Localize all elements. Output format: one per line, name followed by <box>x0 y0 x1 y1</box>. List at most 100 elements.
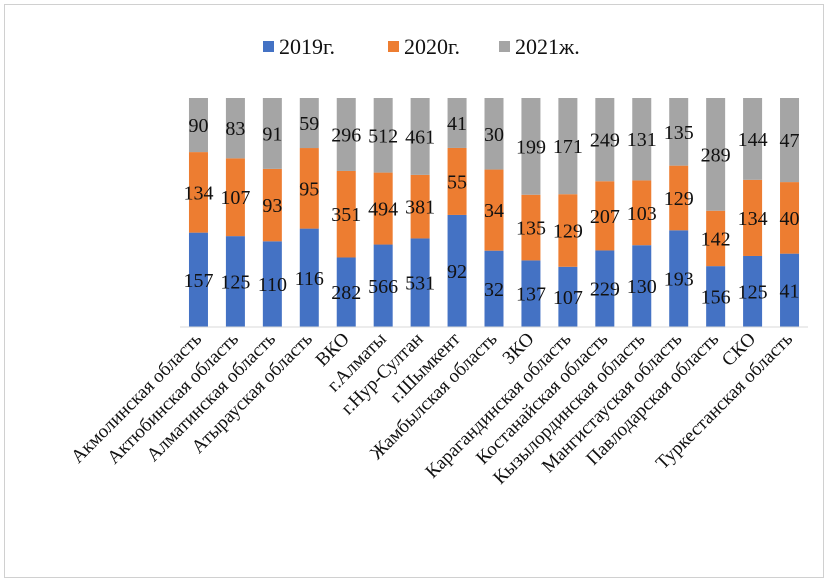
bar-segment <box>225 158 245 237</box>
data-label: 494 <box>368 199 398 221</box>
data-label: 125 <box>738 281 768 303</box>
data-label: 461 <box>405 126 435 148</box>
data-label: 207 <box>590 206 620 228</box>
bar-segment <box>558 194 578 267</box>
bar-segment <box>373 244 393 327</box>
bar-segment <box>336 98 356 171</box>
legend-swatch <box>263 41 274 52</box>
bar-segment <box>484 98 504 170</box>
bar-segment <box>262 168 282 242</box>
data-label: 351 <box>331 204 361 226</box>
data-label: 157 <box>183 270 213 292</box>
data-label: 289 <box>701 144 731 166</box>
bar-segment <box>262 241 282 327</box>
bar-segment <box>743 179 763 256</box>
data-label: 134 <box>183 182 213 204</box>
bar-segment <box>595 250 615 327</box>
data-label: 381 <box>405 197 435 219</box>
data-label: 103 <box>627 203 657 225</box>
data-label: 129 <box>664 188 694 210</box>
data-label: 566 <box>368 276 398 298</box>
bar-segment <box>373 172 393 245</box>
bar-segment <box>743 255 763 327</box>
bar-segment <box>373 98 393 173</box>
data-label: 156 <box>701 287 731 309</box>
data-label: 193 <box>664 269 694 291</box>
data-label: 131 <box>627 129 657 151</box>
bar-segment <box>780 253 800 327</box>
bar-segment <box>706 266 726 327</box>
data-label: 93 <box>262 195 282 217</box>
bar-segment <box>706 210 726 267</box>
bar-segment <box>780 182 800 254</box>
data-label: 83 <box>225 118 245 140</box>
data-label: 125 <box>220 272 250 294</box>
bar-segment <box>225 98 245 159</box>
bar-segment <box>521 98 541 195</box>
bar-segment <box>780 98 800 183</box>
data-label: 229 <box>590 279 620 301</box>
bar-segment <box>632 98 652 181</box>
data-label: 41 <box>447 113 467 135</box>
bar-segment <box>262 98 282 169</box>
data-label: 531 <box>405 273 435 295</box>
data-label: 249 <box>590 130 620 152</box>
legend-swatch <box>499 41 510 52</box>
data-label: 130 <box>627 276 657 298</box>
bar-segment <box>299 98 319 149</box>
data-label: 129 <box>553 221 583 243</box>
bar-segment <box>521 194 541 261</box>
bar-segment <box>225 236 245 327</box>
data-label: 59 <box>299 113 319 135</box>
bar-segment <box>447 214 467 327</box>
bar-segment <box>595 181 615 251</box>
data-label: 32 <box>484 279 504 301</box>
bar-segment <box>743 98 763 180</box>
bars <box>188 98 800 327</box>
data-label: 107 <box>220 187 250 209</box>
bar-segment <box>632 180 652 246</box>
bar-segment <box>336 257 356 327</box>
bar-segment <box>188 152 208 233</box>
data-label: 30 <box>484 124 504 146</box>
bar-segment <box>447 147 467 215</box>
bar-segment <box>410 238 430 327</box>
bar-segment <box>447 98 467 148</box>
data-label: 135 <box>516 218 546 240</box>
bar-segment <box>632 245 652 327</box>
data-label: 110 <box>258 274 287 296</box>
data-label: 34 <box>484 200 504 222</box>
bar-segment <box>706 98 726 211</box>
data-label: 47 <box>780 130 800 152</box>
bar-segment <box>410 174 430 239</box>
data-label: 55 <box>447 171 467 193</box>
data-label: 296 <box>331 124 361 146</box>
data-label: 41 <box>780 280 800 302</box>
bar-segment <box>484 169 504 251</box>
bar-segment <box>299 148 319 229</box>
legend-label: 2020г. <box>404 34 460 59</box>
legend-swatch <box>388 41 399 52</box>
data-label: 107 <box>553 287 583 309</box>
bar-segment <box>669 98 689 166</box>
data-label: 135 <box>664 122 694 144</box>
bar-segment <box>669 165 689 231</box>
data-label: 90 <box>188 115 208 137</box>
data-label: 40 <box>780 208 800 230</box>
data-label: 91 <box>262 123 282 145</box>
bar-segment <box>299 228 319 327</box>
bar-segment <box>669 230 689 327</box>
legend-label: 2021ж. <box>515 34 580 59</box>
data-label: 171 <box>553 136 583 158</box>
bar-segment <box>595 98 615 182</box>
data-label: 199 <box>516 136 546 158</box>
bar-segment <box>188 98 208 153</box>
data-label: 95 <box>299 178 319 200</box>
bar-segment <box>558 98 578 195</box>
data-label: 92 <box>447 261 467 283</box>
legend: 2019г. 2020г. 2021ж. <box>263 34 580 59</box>
data-label: 512 <box>368 125 398 147</box>
legend-label: 2019г. <box>279 34 335 59</box>
